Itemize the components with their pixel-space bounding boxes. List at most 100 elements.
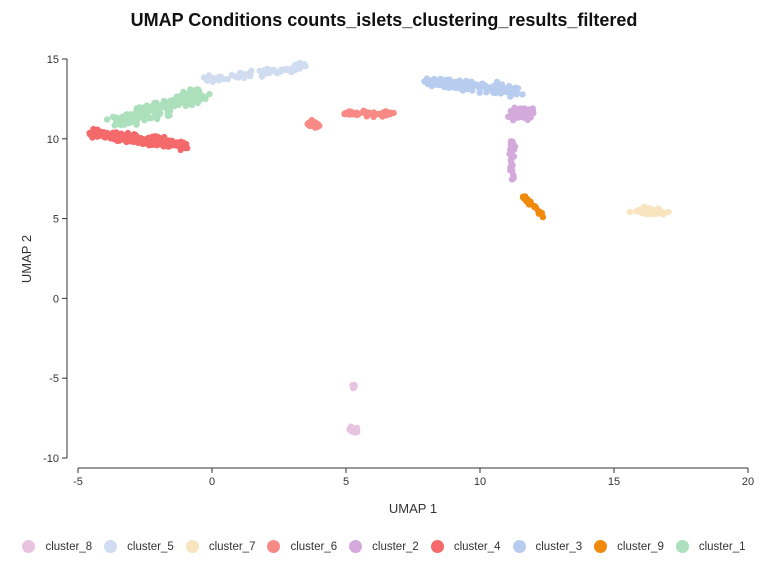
series-cluster_9: [519, 193, 547, 221]
data-point: [479, 80, 486, 87]
data-point: [503, 87, 510, 94]
data-point: [128, 138, 135, 145]
legend-swatch-icon: [594, 540, 608, 553]
data-point: [378, 112, 385, 119]
data-point: [154, 115, 161, 123]
data-point: [291, 62, 299, 69]
data-point: [301, 60, 308, 68]
data-point: [264, 65, 271, 73]
data-point: [196, 88, 203, 95]
data-point: [181, 99, 189, 106]
y-tick-label: 10: [47, 134, 59, 146]
data-point: [136, 109, 143, 116]
series-cluster_6: [304, 107, 397, 131]
legend-item-cluster_2[interactable]: cluster_2: [349, 540, 419, 553]
data-point: [520, 194, 528, 201]
data-point: [148, 141, 156, 148]
data-point: [626, 208, 634, 216]
legend-item-cluster_8[interactable]: cluster_8: [22, 540, 92, 553]
data-point: [116, 121, 124, 128]
data-point: [427, 80, 434, 87]
y-tick-label: -10: [43, 453, 59, 465]
x-tick-label: 15: [608, 476, 620, 488]
legend-label: cluster_2: [372, 540, 419, 553]
data-point: [476, 89, 483, 96]
data-point: [256, 67, 263, 75]
series-cluster_1: [103, 86, 213, 129]
data-point: [132, 132, 139, 139]
data-point: [510, 146, 518, 153]
data-point: [459, 87, 467, 94]
data-point: [517, 105, 524, 112]
data-point: [528, 110, 535, 118]
legend-label: cluster_3: [535, 540, 583, 553]
data-point: [189, 97, 196, 104]
legend-item-cluster_4[interactable]: cluster_4: [430, 540, 501, 553]
x-tick-label: 0: [209, 476, 215, 488]
data-point: [349, 110, 357, 117]
y-axis: 15 10 5 0 -5 -10: [43, 54, 68, 465]
legend-swatch-icon: [185, 540, 199, 553]
data-point: [390, 109, 397, 117]
data-point: [493, 78, 501, 86]
legend-item-cluster_9[interactable]: cluster_9: [594, 540, 664, 553]
data-point: [462, 81, 470, 88]
x-axis: -5 0 5 10 15 20: [73, 467, 754, 488]
x-tick-label: 5: [343, 476, 349, 488]
data-point: [162, 99, 169, 107]
series-cluster_5: [200, 59, 309, 85]
data-point: [539, 213, 547, 221]
data-point: [206, 90, 213, 98]
data-point: [210, 74, 217, 82]
data-point: [127, 116, 135, 124]
data-point: [168, 97, 175, 104]
data-point: [344, 109, 351, 116]
data-point: [279, 66, 286, 73]
data-point: [510, 174, 517, 181]
data-point: [143, 102, 151, 109]
y-tick-label: 5: [53, 214, 59, 226]
legend-label: cluster_1: [698, 540, 746, 553]
data-point: [145, 134, 152, 141]
data-point: [535, 208, 542, 215]
data-point: [92, 130, 99, 137]
data-point: [659, 211, 667, 218]
y-tick-label: 0: [53, 293, 59, 305]
legend-item-cluster_3[interactable]: cluster_3: [512, 540, 583, 553]
y-axis-title: UMAP 2: [19, 235, 34, 283]
legend-swatch-icon: [512, 540, 526, 553]
data-point: [531, 203, 538, 211]
y-tick-label: 15: [47, 54, 59, 66]
legend-swatch-icon: [22, 540, 36, 553]
legend-label: cluster_9: [617, 540, 664, 553]
legend-item-cluster_7[interactable]: cluster_7: [185, 540, 255, 553]
data-point: [519, 91, 526, 98]
data-point: [141, 109, 148, 116]
y-tick-label: -5: [49, 373, 59, 385]
scatter-plot: 15 10 5 0 -5 -10 -5 0 5 10 15 20 UMAP 1 UMAP 2: [19, 54, 754, 516]
data-point: [442, 82, 449, 90]
data-point: [507, 157, 514, 164]
chart-title: UMAP Conditions counts_islets_clustering…: [130, 10, 638, 30]
data-point: [521, 109, 528, 116]
legend-item-cluster_6[interactable]: cluster_6: [267, 540, 337, 553]
legend-item-cluster_1[interactable]: cluster_1: [675, 540, 746, 553]
series-cluster_8: [346, 381, 361, 436]
data-point: [645, 208, 652, 216]
data-point: [452, 78, 459, 86]
data-point: [173, 142, 180, 149]
legend-label: cluster_6: [290, 540, 338, 553]
x-tick-label: 20: [742, 476, 754, 488]
series-cluster_4: [86, 125, 191, 153]
data-point: [118, 130, 125, 137]
data-point: [509, 139, 516, 146]
series-cluster_2: [505, 104, 537, 183]
data-point: [120, 116, 127, 124]
data-point: [350, 383, 357, 390]
legend-item-cluster_5[interactable]: cluster_5: [104, 540, 174, 553]
data-point: [110, 135, 118, 143]
data-point: [508, 166, 515, 173]
legend-swatch-icon: [675, 540, 689, 553]
data-point: [525, 201, 533, 208]
x-tick-label: -5: [73, 476, 83, 488]
